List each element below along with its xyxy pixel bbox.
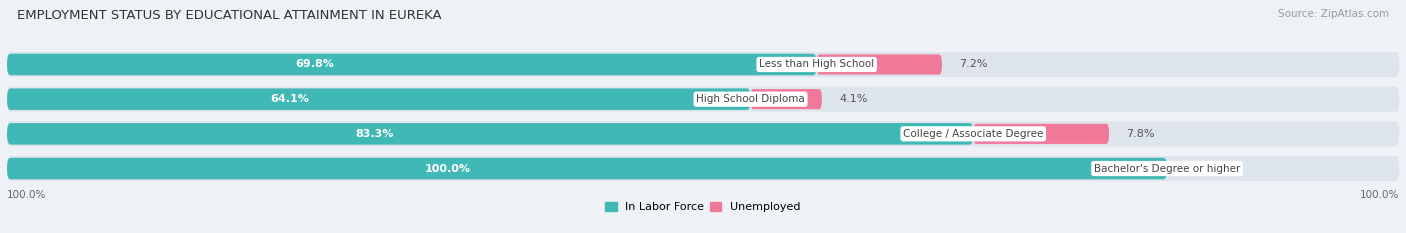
- FancyBboxPatch shape: [7, 121, 1399, 146]
- Text: 7.8%: 7.8%: [1126, 129, 1154, 139]
- Text: 100.0%: 100.0%: [1360, 190, 1399, 200]
- FancyBboxPatch shape: [817, 55, 942, 75]
- FancyBboxPatch shape: [7, 52, 1399, 77]
- FancyBboxPatch shape: [7, 123, 973, 145]
- Text: College / Associate Degree: College / Associate Degree: [903, 129, 1043, 139]
- Text: Source: ZipAtlas.com: Source: ZipAtlas.com: [1278, 9, 1389, 19]
- Legend: In Labor Force, Unemployed: In Labor Force, Unemployed: [606, 202, 800, 212]
- FancyBboxPatch shape: [7, 156, 1399, 181]
- Text: 0.0%: 0.0%: [1184, 164, 1212, 174]
- Text: Bachelor's Degree or higher: Bachelor's Degree or higher: [1094, 164, 1240, 174]
- Text: 7.2%: 7.2%: [959, 59, 988, 69]
- Text: 83.3%: 83.3%: [354, 129, 394, 139]
- FancyBboxPatch shape: [7, 158, 1167, 179]
- FancyBboxPatch shape: [7, 54, 817, 75]
- Text: 4.1%: 4.1%: [839, 94, 868, 104]
- Text: EMPLOYMENT STATUS BY EDUCATIONAL ATTAINMENT IN EUREKA: EMPLOYMENT STATUS BY EDUCATIONAL ATTAINM…: [17, 9, 441, 22]
- Text: 64.1%: 64.1%: [270, 94, 309, 104]
- Text: 69.8%: 69.8%: [295, 59, 335, 69]
- Text: Less than High School: Less than High School: [759, 59, 875, 69]
- Text: High School Diploma: High School Diploma: [696, 94, 804, 104]
- Text: 100.0%: 100.0%: [7, 190, 46, 200]
- FancyBboxPatch shape: [751, 89, 823, 109]
- FancyBboxPatch shape: [7, 88, 751, 110]
- FancyBboxPatch shape: [7, 87, 1399, 112]
- Text: 100.0%: 100.0%: [425, 164, 471, 174]
- FancyBboxPatch shape: [973, 124, 1109, 144]
